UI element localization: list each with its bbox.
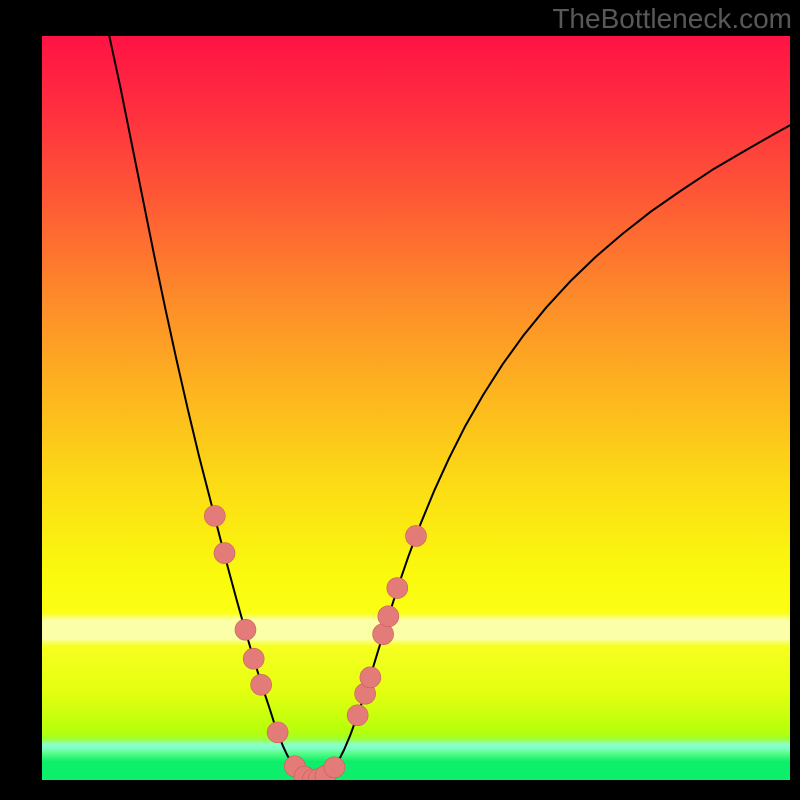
marker-point — [360, 667, 381, 688]
marker-point — [387, 578, 408, 599]
marker-point — [214, 543, 235, 564]
marker-point — [243, 648, 264, 669]
marker-point — [406, 525, 427, 546]
chart-svg — [42, 36, 790, 780]
marker-point — [378, 606, 399, 627]
watermark-text: TheBottleneck.com — [552, 3, 792, 35]
gradient-background — [42, 36, 790, 780]
marker-point — [251, 674, 272, 695]
marker-point — [324, 757, 345, 778]
plot-area — [42, 36, 790, 780]
marker-point — [235, 619, 256, 640]
marker-point — [204, 505, 225, 526]
marker-point — [347, 705, 368, 726]
marker-point — [267, 722, 288, 743]
